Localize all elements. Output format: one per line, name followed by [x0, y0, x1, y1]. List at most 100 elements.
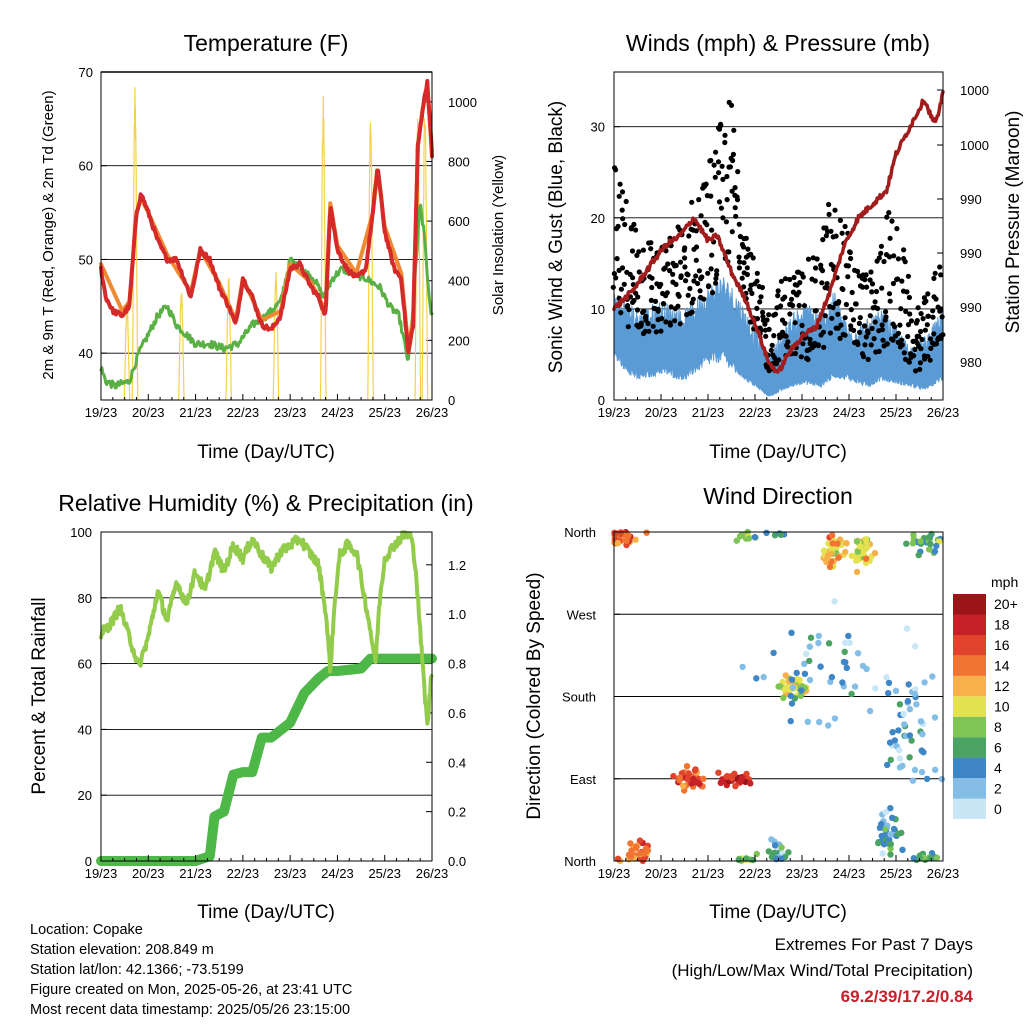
wind-gust-point [914, 318, 920, 324]
humidity-y2tick-label: 0.0 [448, 854, 466, 869]
legend-swatch [953, 798, 986, 819]
wind-gust-point [655, 308, 661, 314]
winds-xtick-label: 25/23 [880, 405, 913, 420]
wind-direction-point [760, 673, 767, 681]
wind-gust-point [673, 281, 679, 287]
wind-gust-point [911, 353, 917, 359]
wind-direction-point [894, 830, 902, 838]
wind-direction-point [887, 756, 894, 764]
wind-gust-point [922, 327, 929, 333]
wind-gust-point [667, 268, 673, 274]
wind-gust-point [862, 323, 868, 329]
wind-gust-point [917, 366, 923, 372]
temperature-y2tick-label: 800 [448, 154, 470, 169]
wind-direction-point [854, 548, 861, 555]
wind-gust-point [868, 342, 874, 348]
wind-direction-point [909, 777, 917, 784]
info-recent: Most recent data timestamp: 2025/05/26 2… [30, 1002, 351, 1018]
wind-gust-point [736, 221, 742, 227]
legend-swatch [953, 696, 986, 717]
wind-gust-point [716, 199, 723, 205]
wind-direction-point [747, 780, 754, 787]
temperature-xtick-label: 23/23 [274, 405, 307, 420]
wind-direction-point [826, 563, 834, 571]
wind-direction-point [700, 775, 707, 782]
wind-gust-point [642, 328, 648, 334]
wind-gust-point [938, 307, 944, 313]
wind-direction-point [848, 552, 855, 559]
wind-gust-point [766, 326, 772, 332]
wind-gust-point [843, 301, 850, 308]
wind-gust-point [650, 323, 656, 329]
wind-gust-point [787, 276, 793, 283]
temperature-y2tick-label: 200 [448, 333, 470, 348]
wind-gust-point [618, 286, 625, 292]
wind-gust-point [890, 337, 896, 343]
wind-gust-point [701, 296, 707, 302]
humidity-ytick-label: 80 [78, 591, 92, 606]
wind-gust-point [939, 314, 945, 320]
wind-direction-point [743, 855, 750, 862]
wind-gust-point [714, 268, 720, 274]
wind-gust-point [833, 233, 839, 239]
wind-gust-point [745, 246, 751, 252]
wind-gust-point [895, 276, 901, 282]
wind-direction-point [887, 805, 894, 812]
wind-gust-point [620, 216, 626, 222]
humidity-title: Relative Humidity (%) & Precipitation (i… [58, 490, 473, 516]
wind-gust-point [682, 264, 688, 270]
wind-gust-point [886, 254, 893, 260]
wind-direction-point [670, 772, 677, 780]
wind-gust-point [619, 207, 625, 213]
wind-direction-point [829, 532, 836, 539]
wind-gust-point [705, 270, 711, 276]
wind-gust-point [867, 277, 873, 283]
wind-direction-point [614, 539, 622, 547]
wind-gust-point [693, 244, 700, 250]
dewpoint-line [99, 203, 434, 390]
wind-direction-point [777, 531, 785, 538]
wind-gust-point [718, 205, 725, 211]
wind-direction-point [925, 534, 933, 541]
direction-title: Wind Direction [703, 483, 853, 509]
wind-direction-point [906, 732, 914, 739]
wind-direction-point [854, 555, 861, 562]
wind-direction-point [735, 856, 742, 863]
wind-gust-point [788, 296, 795, 302]
wind-direction-point [793, 669, 800, 677]
wind-gust-point [682, 245, 688, 251]
wind-direction-point [717, 779, 724, 786]
wind-gust-point [693, 257, 699, 263]
wind-direction-point [625, 532, 632, 539]
wind-gust-point [801, 303, 808, 309]
wind-gust-point [648, 297, 655, 303]
direction-xtick-label: 22/23 [739, 866, 772, 881]
wind-gust-point [782, 320, 788, 326]
wind-direction-point [788, 676, 796, 683]
wind-gust-point [640, 247, 647, 253]
wind-gust-point [625, 303, 631, 309]
wind-gust-point [845, 274, 851, 280]
direction-ytick-label: North [564, 854, 596, 869]
wind-direction-point [921, 679, 928, 686]
wind-gust-point [616, 193, 622, 199]
wind-direction-point [611, 530, 619, 537]
wind-direction-point [825, 640, 833, 647]
temperature-title: Temperature (F) [184, 30, 349, 56]
wind-gust-point [649, 284, 655, 291]
wind-direction-point [801, 660, 808, 667]
direction-ytick-label: North [564, 525, 596, 540]
temperature-2m-line [99, 78, 434, 355]
wind-direction-point [853, 568, 861, 576]
wind-direction-point [882, 809, 889, 816]
wind-gust-point [890, 280, 897, 287]
wind-direction-point [899, 846, 906, 853]
wind-gust-point [689, 309, 695, 315]
wind-direction-point [862, 555, 870, 562]
humidity-y2tick-label: 0.2 [448, 805, 466, 820]
wind-gust-point [635, 294, 641, 300]
wind-direction-point [871, 549, 879, 557]
wind-direction-point [823, 555, 831, 563]
wind-gust-point [677, 259, 684, 265]
wind-gust-point [792, 320, 798, 326]
